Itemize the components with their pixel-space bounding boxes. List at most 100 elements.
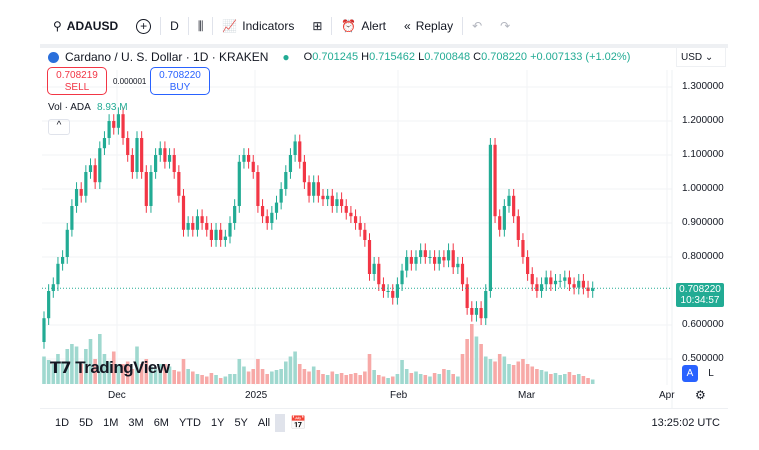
candle-body — [456, 263, 460, 268]
candle-body — [302, 161, 306, 183]
symbol-search[interactable]: ⚲ ADAUSD — [53, 19, 119, 33]
volume-bar — [195, 374, 200, 384]
candle-body — [237, 161, 241, 206]
indicators-button[interactable]: 📈 Indicators — [222, 19, 295, 33]
volume-bar — [344, 375, 349, 384]
volume-bar — [576, 374, 581, 384]
volume-bar — [456, 376, 460, 384]
alert-button[interactable]: ⏰ Alert — [341, 19, 387, 33]
candle-body — [433, 257, 437, 264]
range-5y[interactable]: 5Y — [234, 416, 248, 429]
candle-body — [256, 172, 260, 206]
candle-body — [539, 284, 544, 291]
candle-body — [363, 229, 367, 240]
volume-bar — [442, 369, 446, 384]
buy-button[interactable]: 0.708220 BUY — [150, 67, 210, 95]
layouts-button[interactable]: ⊞ — [303, 14, 331, 38]
candle-body — [377, 263, 381, 285]
compare-button[interactable]: + — [127, 14, 160, 38]
candle-body — [474, 308, 479, 315]
price-tick: 1.200000 — [682, 115, 724, 126]
candle-body — [200, 216, 204, 223]
candle-body — [512, 195, 516, 217]
candle-body — [284, 172, 288, 189]
volume-bar — [567, 372, 572, 384]
candle-body — [446, 250, 451, 261]
price-tick: 0.900000 — [682, 217, 724, 228]
candle-body — [61, 257, 65, 264]
candle-body — [181, 195, 186, 230]
volume-bar — [270, 371, 274, 384]
candle-body — [386, 291, 390, 292]
price-tick: 1.300000 — [682, 81, 724, 92]
range-all[interactable]: All — [257, 416, 271, 429]
candle-body — [391, 291, 395, 298]
grid-icon: ⊞ — [312, 19, 323, 33]
settings-icon[interactable]: ⚙ — [695, 388, 706, 402]
candle-body — [488, 144, 492, 291]
volume-bar — [479, 344, 483, 384]
currency-select[interactable]: USD ⌄ — [676, 47, 726, 67]
interval-button[interactable]: D — [170, 19, 179, 33]
cardano-logo-icon — [48, 51, 59, 63]
volume-bar — [544, 371, 548, 384]
range-5d[interactable]: 5D — [79, 416, 94, 429]
goto-date-icon[interactable]: 📅 — [290, 414, 307, 430]
log-scale-button[interactable]: L — [708, 368, 714, 379]
volume-bar — [135, 346, 139, 384]
candle-body — [74, 189, 79, 206]
volume-bar — [558, 375, 562, 384]
candle-body — [279, 189, 283, 203]
volume-bar — [167, 366, 172, 384]
candle-body — [172, 155, 176, 172]
volume-bar — [111, 351, 116, 384]
volume-bar — [279, 369, 283, 384]
volume-bar — [237, 359, 242, 384]
range-1m[interactable]: 1M — [103, 416, 119, 429]
volume-bar — [488, 359, 493, 384]
search-icon: ⚲ — [53, 19, 62, 33]
candle-body — [507, 195, 511, 206]
range-6m[interactable]: 6M — [153, 416, 169, 429]
volume-bar — [130, 369, 135, 384]
candle-body — [112, 121, 116, 128]
candle-body — [135, 138, 139, 172]
volume-bar — [204, 376, 209, 384]
candle-body — [84, 172, 88, 196]
volume-bar — [381, 376, 386, 384]
candle-body — [307, 182, 311, 196]
candle-body — [251, 161, 255, 172]
volume-bar — [228, 374, 232, 384]
volume-legend: Vol · ADA 8.93 M — [48, 102, 128, 113]
candle-body — [270, 212, 274, 223]
collapse-legend-button[interactable]: ^ — [48, 119, 70, 135]
replay-button[interactable]: «Replay — [404, 19, 454, 33]
candle-body — [470, 308, 474, 315]
candle-body — [326, 195, 330, 200]
candle-body — [460, 263, 465, 285]
undo-button[interactable]: ↶ — [472, 19, 483, 33]
redo-button[interactable]: ↷ — [500, 19, 511, 33]
range-3m[interactable]: 3M — [128, 416, 144, 429]
volume-bar — [377, 375, 381, 384]
volume-bar — [563, 374, 567, 384]
candle-body — [484, 291, 488, 319]
chart-type-button[interactable]: ⫼ — [189, 14, 213, 38]
candle-body — [572, 284, 576, 288]
time-tick: Feb — [390, 390, 408, 401]
candle-body — [335, 199, 339, 206]
candle-body — [79, 189, 83, 196]
volume-bar — [339, 373, 344, 384]
range-1d[interactable]: 1D — [55, 416, 70, 429]
sell-button[interactable]: 0.708219 SELL — [47, 67, 107, 95]
range-1y[interactable]: 1Y — [210, 416, 225, 429]
range-ytd[interactable]: YTD — [178, 416, 201, 429]
candle-body — [144, 172, 148, 206]
candle-body — [558, 280, 562, 282]
candle-body — [544, 277, 548, 285]
volume-bar — [470, 324, 474, 384]
volume-bar — [158, 364, 163, 384]
auto-scale-button[interactable]: A — [682, 365, 698, 382]
candle-body — [130, 155, 134, 172]
